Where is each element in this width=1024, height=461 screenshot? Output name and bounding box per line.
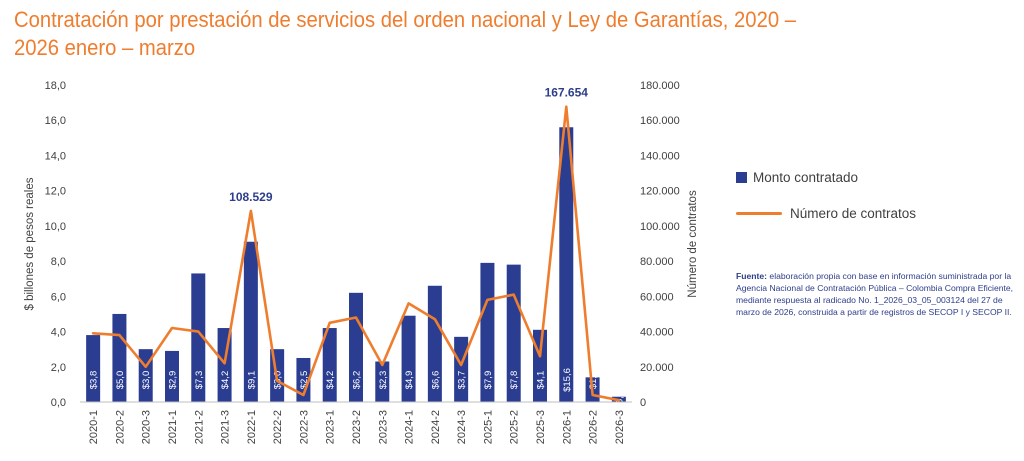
chart-title: Contratación por prestación de servicios…	[14, 6, 842, 62]
y-tick-label: 18,0	[45, 80, 66, 92]
legend: Monto contratado Número de contratos	[736, 166, 916, 238]
x-tick-label: 2025-3	[535, 410, 547, 444]
bar-data-label: $5,0	[115, 371, 126, 390]
y-tick-label: 10,0	[45, 221, 66, 233]
bar	[296, 357, 311, 402]
x-tick-label: 2024-1	[404, 410, 416, 444]
bar-data-label: $2,3	[378, 371, 389, 390]
y2-tick-label: 40.000	[640, 327, 674, 339]
y-tick-label: 16,0	[45, 115, 66, 127]
y-tick-label: 14,0	[45, 150, 66, 162]
x-tick-label: 2021-3	[220, 410, 232, 444]
bar-data-label: $2,5	[299, 371, 310, 390]
bar-data-label: $7,8	[509, 371, 520, 390]
y-tick-label: 8,0	[51, 256, 66, 268]
x-axis: 2020-1 2020-2 2020-3 2021-1 2021-2 2021-3 2022…	[80, 401, 632, 444]
bar	[375, 361, 390, 402]
y2-tick-label: 100.000	[640, 221, 680, 233]
bar-data-label: $7,9	[483, 371, 494, 390]
bar	[191, 273, 206, 402]
y2-tick-label: 0	[640, 397, 646, 409]
contracts-line	[91, 105, 621, 402]
y-tick-label: 4,0	[51, 327, 66, 339]
title-line-1: Contratación por prestación de servicios…	[14, 7, 796, 32]
combo-chart: 0,0 2,0 4,0 6,0 8,0 10,0 12,0 14,0 16,0 18,0 0 20.…	[24, 80, 699, 444]
bar-data-label: $3,7	[457, 371, 468, 390]
bar-data-label: $1,4	[588, 371, 599, 390]
x-tick-label: 2022-2	[272, 410, 284, 444]
x-tick-label: 2023-3	[377, 410, 389, 444]
x-tick-label: 2021-2	[193, 410, 205, 444]
y2-tick-label: 120.000	[640, 186, 680, 198]
x-tick-label: 2026-2	[588, 410, 600, 444]
x-tick-label: 2021-1	[167, 410, 179, 444]
legend-item-bar: Monto contratado	[736, 166, 916, 188]
x-tick-label: 2022-1	[246, 410, 258, 444]
source-label: Fuente:	[736, 271, 768, 281]
x-tick-label: 2020-1	[88, 410, 100, 444]
bar	[243, 241, 258, 402]
bar	[322, 328, 337, 402]
x-tick-label: 2020-2	[114, 410, 126, 444]
x-tick-label: 2025-2	[509, 410, 521, 444]
y-tick-label: 2,0	[51, 362, 66, 374]
x-tick-label: 2025-1	[482, 410, 494, 444]
legend-line-label: Número de contratos	[790, 205, 917, 221]
bar-data-label: $15,6	[562, 368, 573, 392]
y2-tick-label: 80.000	[640, 256, 674, 268]
bar	[401, 315, 416, 402]
bar	[86, 335, 101, 402]
x-tick-label: 2020-3	[141, 410, 153, 444]
legend-bar-swatch	[736, 171, 747, 183]
bar	[454, 336, 469, 402]
bar	[506, 264, 521, 402]
x-tick-label: 2026-3	[614, 410, 626, 444]
x-tick-label: 2024-2	[430, 410, 442, 444]
legend-item-line: Número de contratos	[736, 202, 916, 224]
source-note: Fuente: elaboración propia con base en i…	[736, 270, 1022, 318]
y-axis-label: $ billones de pesos reales	[24, 177, 36, 310]
x-tick-label: 2023-2	[351, 410, 363, 444]
title-line-2: 2026 enero – marzo	[14, 35, 196, 60]
peak-annotation: 167.654	[545, 86, 589, 100]
bar-data-label: $3,8	[89, 371, 100, 390]
peak-annotation: 108.529	[229, 190, 273, 204]
bar-data-label: $4,2	[220, 371, 231, 390]
bar-data-label: $2,9	[168, 371, 179, 390]
bar-data-label: $6,2	[352, 371, 363, 390]
bar-data-label: $4,2	[325, 371, 336, 390]
y2-axis-label: Número de contratos	[687, 190, 699, 298]
y2-tick-label: 140.000	[640, 150, 680, 162]
bar-data-label: $4,9	[404, 371, 415, 390]
x-tick-label: 2026-1	[561, 410, 573, 444]
x-tick-label: 2024-3	[456, 410, 468, 444]
bar	[165, 350, 179, 402]
y-tick-label: 0,0	[51, 397, 66, 409]
y-tick-label: 12,0	[45, 186, 66, 198]
x-tick-label: 2022-3	[298, 410, 310, 444]
y2-tick-label: 180.000	[640, 80, 680, 92]
bar	[559, 127, 574, 403]
left-axis: 0,0 2,0 4,0 6,0 8,0 10,0 12,0 14,0 16,0 18,0	[45, 80, 66, 409]
line-series: 108.529 167.654	[91, 86, 621, 402]
y2-tick-label: 160.000	[640, 115, 680, 127]
right-axis: 0 20.000 40.000 60.000 80.000 100.000 120.000 1…	[640, 80, 680, 409]
bar	[349, 292, 363, 402]
bar	[533, 329, 547, 402]
bar-data-label: $9,1	[246, 371, 257, 390]
bar-data-label: $6,6	[430, 371, 441, 390]
bar-data-label: $4,1	[536, 371, 547, 390]
bar-series: $3,8 $5,0 $3,0 $2,9 $7,3 $4,2 $9,1 $3,0 $2,5 $4,2…	[86, 127, 626, 409]
bar	[427, 285, 442, 402]
bar-data-label: $3,0	[141, 371, 152, 390]
source-text: elaboración propia con base en informaci…	[736, 271, 1014, 317]
bar	[480, 262, 495, 402]
y2-tick-label: 60.000	[640, 291, 674, 303]
bar-data-label: $7,3	[194, 371, 205, 390]
y2-tick-label: 20.000	[640, 362, 674, 374]
y-tick-label: 6,0	[51, 291, 66, 303]
legend-bar-label: Monto contratado	[753, 169, 859, 185]
x-tick-label: 2023-1	[325, 410, 337, 444]
legend-line-swatch	[736, 211, 782, 215]
